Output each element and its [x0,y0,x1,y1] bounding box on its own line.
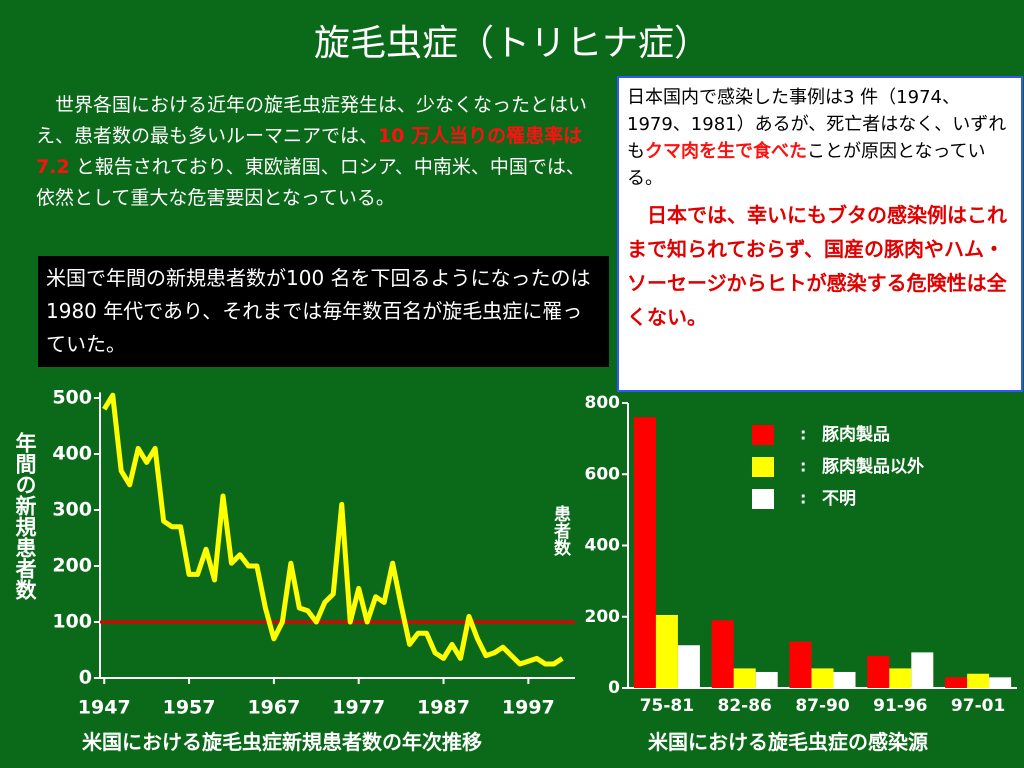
legend-swatch [752,457,774,477]
bar [655,614,678,688]
bar [633,417,656,688]
us-note: 米国で年間の新規患者数が100 名を下回るようになったのは1980 年代であり、… [38,256,609,367]
bar [989,677,1012,688]
x-tick-label: 1977 [332,697,385,719]
x-tick-label: 91-96 [873,696,927,716]
highlight: クマ肉を生で食べた [645,141,807,162]
x-tick-label: 75-81 [640,696,694,716]
y-tick-label: 500 [52,387,92,409]
title: 旋毛虫症（トリヒナ症） [313,23,710,64]
bar [677,645,700,688]
legend-label: 豚肉製品以外 [822,456,924,477]
bar [967,673,990,688]
japan-note: 日本国内で感染した事例は3 件（1974、1979、1981）あるが、死亡者はな… [627,84,1013,192]
japan-box: 日本国内で感染した事例は3 件（1974、1979、1981）あるが、死亡者はな… [617,76,1023,392]
bar [889,668,912,688]
x-tick-label: 1947 [78,697,131,719]
legend-swatch [752,489,774,509]
bar [733,668,756,688]
legend-separator: : [800,457,806,476]
legend-separator: : [800,425,806,444]
y-tick-label: 200 [52,555,92,577]
x-tick-label: 1997 [502,697,555,719]
x-tick-label: 87-90 [795,696,850,716]
text: と報告されており、東欧諸国、ロシア、中南米、中国では、依然として重大な危害要因と… [36,156,585,209]
y-tick-label: 0 [79,667,92,689]
bar [789,641,812,688]
japan-safety: 日本では、幸いにもブタの感染例はこれまで知られておらず、国産の豚肉やハム・ソーセ… [627,203,1007,329]
y-tick-label: 400 [585,536,621,556]
y-tick-label: 300 [52,499,92,521]
x-tick-label: 97-01 [951,696,1005,716]
x-tick-label: 1957 [163,697,216,719]
highlight: 10 万人当りの罹患率は7.2 [36,125,583,178]
legend-swatch [752,425,774,445]
bar [811,668,834,688]
legend-separator: : [800,489,806,508]
y-tick-label: 600 [585,464,621,484]
x-tick-label: 1987 [417,697,470,719]
y-tick-label: 0 [608,678,620,698]
intro-text: 世界各国における近年の旋毛虫症発生は、少なくなったとはいえ、患者数の最も多いルー… [36,90,596,214]
y-tick-label: 400 [52,443,92,465]
y-tick-label: 100 [52,611,92,633]
bar [711,620,734,688]
bar [833,671,856,688]
bar [755,671,778,688]
chart-caption: 米国における旋毛虫症新規患者数の年次推移 [82,730,482,754]
text: 日本国内で感染した事例は3 件（1974、1979、1981）あるが、死亡者はな… [627,87,1007,162]
bar [911,652,934,688]
bar [945,677,968,688]
legend-label: 豚肉製品 [822,424,890,445]
legend-label: 不明 [822,489,856,509]
y-tick-label: 200 [585,607,621,627]
x-tick-label: 82-86 [718,696,772,716]
data-line [102,392,564,667]
y-tick-label: 800 [585,393,621,413]
y-axis-label: 患者数 [550,505,570,556]
bar [867,655,890,688]
text: 世界各国における近年の旋毛虫症発生は、少なくなったとはいえ、患者数の最も多いルー… [36,94,588,147]
chart-caption: 米国における旋毛虫症の感染源 [648,730,928,754]
x-tick-label: 1967 [247,697,300,719]
text: ことが原因となっている。 [627,141,986,189]
y-axis-label: 年間の新規患者数 [13,432,37,600]
